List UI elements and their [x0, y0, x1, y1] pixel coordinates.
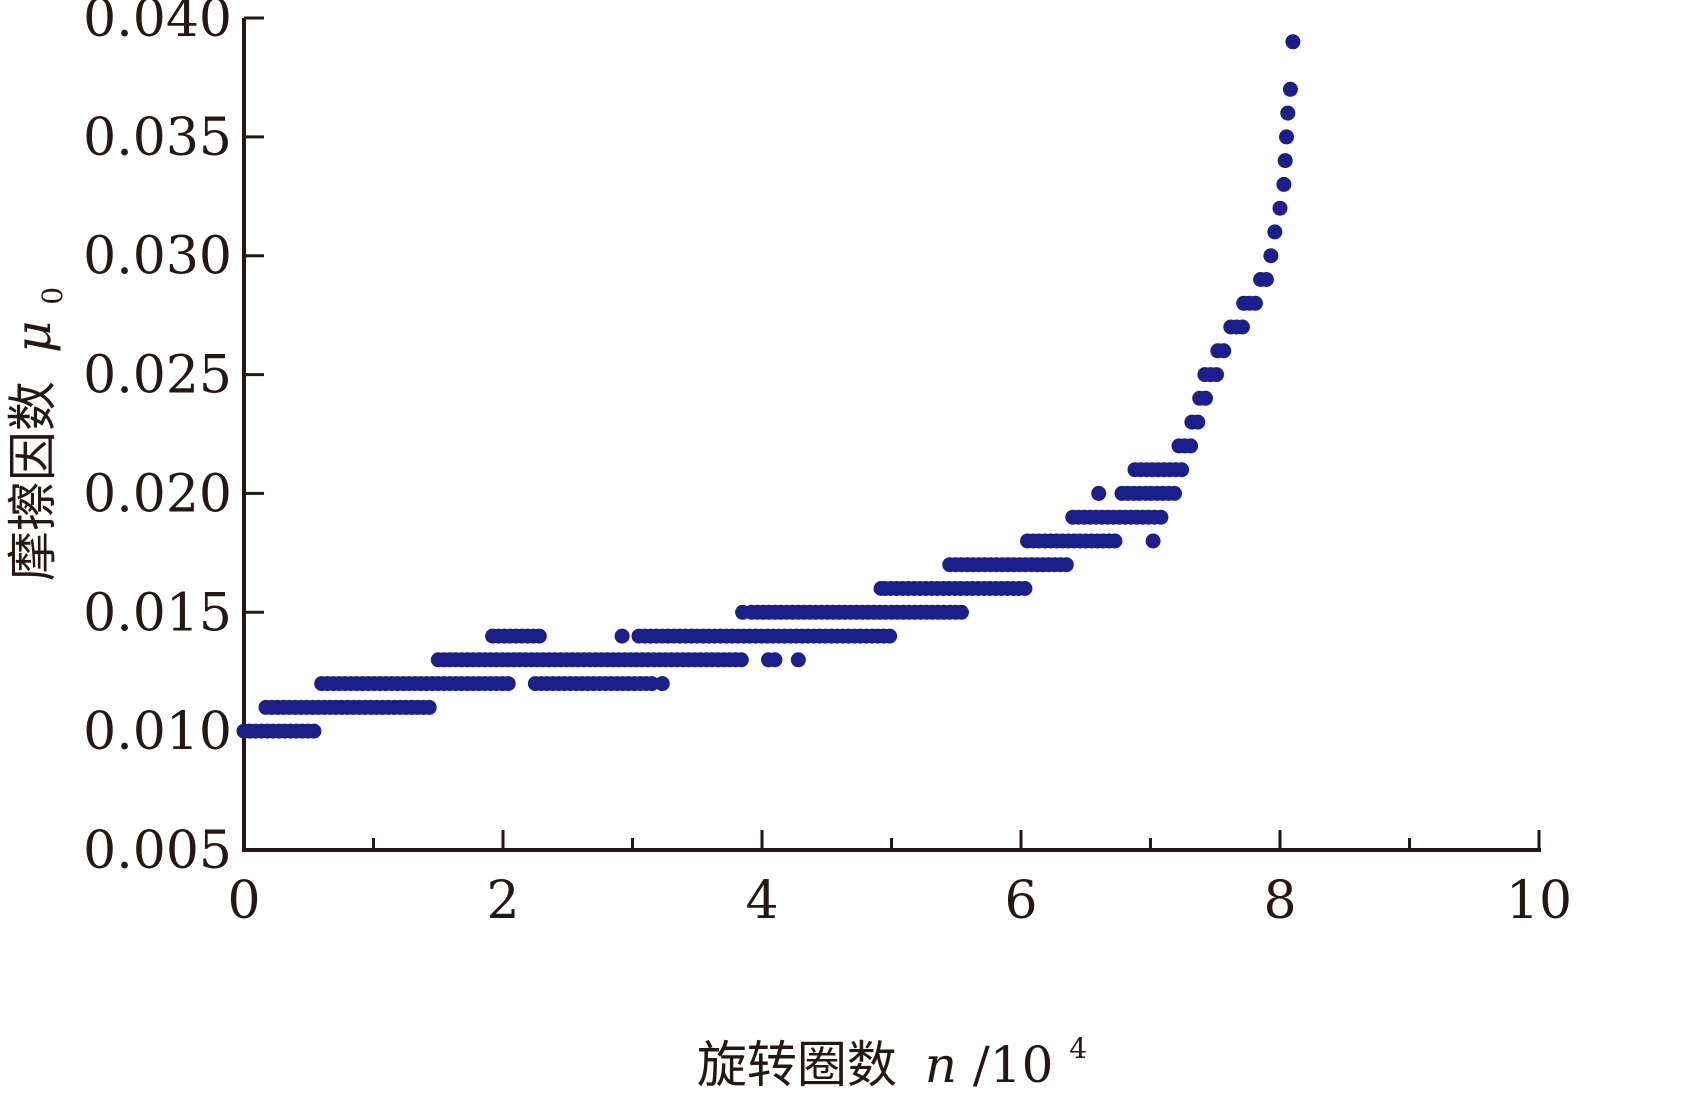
data-point	[1267, 224, 1283, 240]
y-tick-label: 0.015	[83, 583, 232, 643]
data-point	[644, 676, 660, 692]
x-axis-unit-exponent: 4	[1069, 1032, 1087, 1065]
y-tick-label: 0.025	[83, 346, 232, 406]
data-point	[531, 628, 547, 644]
data-point	[1145, 533, 1161, 549]
y-tick-label: 0.020	[83, 464, 232, 524]
ticks	[242, 16, 1541, 852]
y-tick-label: 0.010	[83, 702, 232, 762]
data-point	[953, 604, 969, 620]
data-points	[236, 34, 1301, 739]
data-point	[1277, 153, 1293, 169]
x-tick-label: 8	[1263, 871, 1296, 931]
data-point	[1183, 438, 1199, 454]
x-axis-unit: /10	[973, 1036, 1053, 1094]
x-tick-label: 10	[1506, 871, 1572, 931]
tick-labels: 0 2 4 6 8 10 0.005 0.010 0.015 0.020 0.025 0.030 0.0…	[83, 0, 1572, 931]
data-point	[1279, 129, 1294, 145]
y-axis-variable: μ	[4, 321, 62, 354]
x-tick-label: 4	[745, 871, 778, 931]
data-point	[873, 581, 889, 596]
data-point	[733, 652, 749, 668]
data-point	[1167, 485, 1182, 501]
y-axis-label: 摩擦因数	[4, 381, 62, 581]
data-point	[1190, 414, 1206, 430]
data-point	[1276, 176, 1292, 192]
data-point	[1247, 295, 1263, 311]
data-point	[735, 604, 751, 620]
x-axis-title: 旋转圈数 n /10 4	[697, 1032, 1087, 1094]
data-point	[1282, 81, 1298, 97]
data-point	[1272, 200, 1288, 216]
y-axis-title: 摩擦因数 μ 0	[4, 287, 69, 581]
data-point	[1216, 343, 1232, 359]
y-axis-variable-subscript: 0	[36, 287, 69, 305]
data-point	[306, 723, 322, 739]
x-tick-label: 0	[227, 871, 260, 931]
data-point	[1091, 485, 1107, 501]
data-point	[1258, 272, 1274, 287]
x-axis-label: 旋转圈数	[697, 1036, 897, 1094]
data-point	[1107, 533, 1123, 549]
y-tick-label: 0.035	[83, 108, 232, 168]
x-axis-variable: n	[925, 1036, 957, 1094]
data-point	[1174, 462, 1190, 478]
data-point	[1263, 248, 1279, 264]
axes	[242, 18, 1541, 852]
data-point	[500, 676, 516, 692]
data-point	[1280, 105, 1296, 121]
data-point	[1153, 509, 1169, 525]
data-point	[882, 628, 898, 644]
data-point	[1209, 367, 1224, 383]
data-point	[1017, 581, 1033, 596]
y-tick-label: 0.040	[83, 0, 232, 49]
data-point	[1234, 319, 1250, 335]
data-point	[421, 699, 437, 715]
y-tick-label: 0.005	[83, 821, 232, 881]
data-point	[790, 652, 806, 668]
data-point	[1198, 390, 1213, 406]
data-point	[1285, 34, 1301, 50]
y-tick-label: 0.030	[83, 227, 232, 287]
data-point	[767, 652, 783, 668]
x-tick-label: 6	[1004, 871, 1037, 931]
data-point	[654, 676, 670, 692]
data-point	[1058, 557, 1074, 573]
data-point	[614, 628, 630, 644]
x-tick-label: 2	[486, 871, 519, 931]
